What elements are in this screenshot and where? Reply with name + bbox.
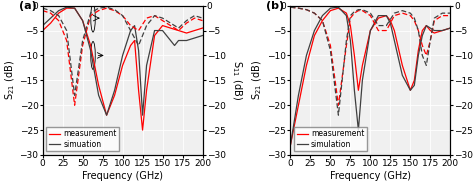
Legend: measurement, simuation: measurement, simuation	[46, 127, 119, 151]
Legend: measurement, simulation: measurement, simulation	[294, 127, 367, 151]
Y-axis label: S$_{11}$ (dB): S$_{11}$ (dB)	[230, 60, 244, 100]
Y-axis label: S$_{21}$ (dB): S$_{21}$ (dB)	[3, 60, 17, 100]
Y-axis label: S$_{21}$ (dB): S$_{21}$ (dB)	[251, 60, 264, 100]
Text: (b): (b)	[266, 1, 284, 11]
X-axis label: Frequency (GHz): Frequency (GHz)	[82, 171, 163, 181]
X-axis label: Frequency (GHz): Frequency (GHz)	[330, 171, 411, 181]
Text: (a): (a)	[18, 1, 36, 11]
